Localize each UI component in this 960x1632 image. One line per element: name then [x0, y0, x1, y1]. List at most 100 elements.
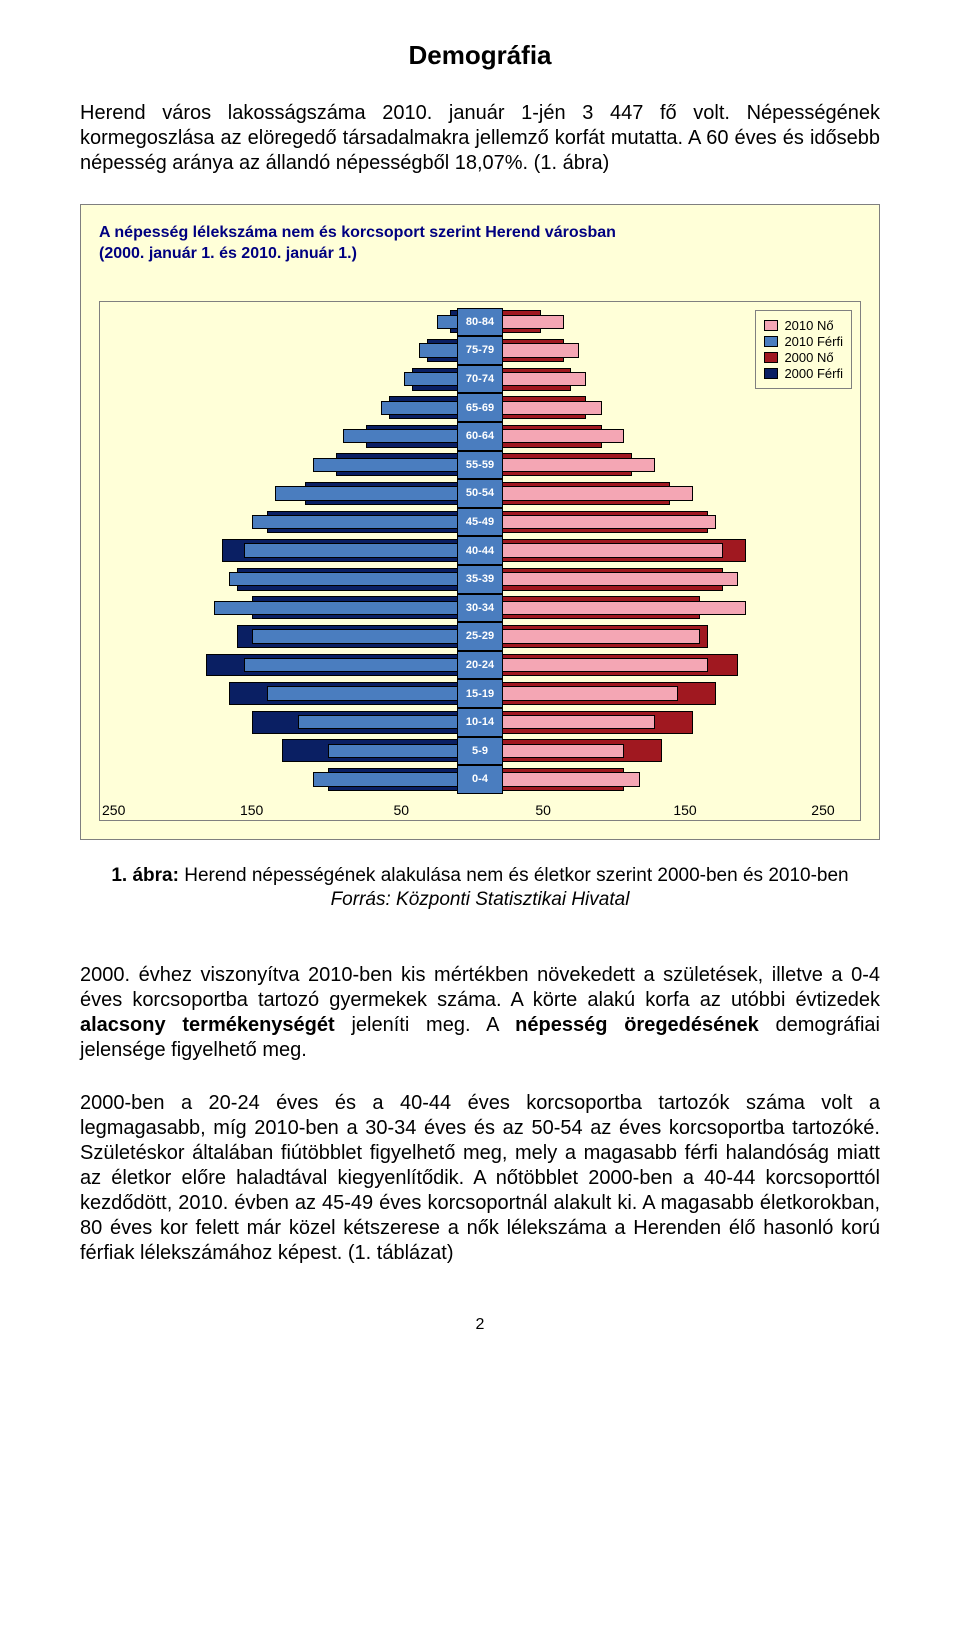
legend-item: 2000 Nő — [764, 350, 843, 365]
male-side — [100, 451, 480, 480]
x-tick: 250 — [811, 802, 834, 818]
male-side — [100, 765, 480, 794]
bar-female-2010 — [480, 601, 746, 615]
legend-swatch — [764, 320, 778, 331]
male-side — [100, 308, 480, 337]
bar-male-2010 — [252, 629, 480, 643]
female-side — [480, 737, 860, 766]
bar-female-2010 — [480, 515, 716, 529]
intro-paragraph: Herend város lakosságszáma 2010. január … — [80, 101, 880, 176]
legend-swatch — [764, 368, 778, 379]
page-title: Demográfia — [80, 40, 880, 71]
male-side — [100, 508, 480, 537]
male-side — [100, 479, 480, 508]
caption-source: Forrás: Központi Statisztikai Hivatal — [80, 888, 880, 913]
bar-female-2010 — [480, 486, 693, 500]
male-side — [100, 737, 480, 766]
age-label: 30-34 — [457, 594, 503, 623]
female-side — [480, 508, 860, 537]
bar-female-2010 — [480, 543, 723, 557]
male-side — [100, 422, 480, 451]
female-side — [480, 479, 860, 508]
bar-female-2010 — [480, 458, 655, 472]
male-side — [100, 679, 480, 708]
bar-male-2010 — [267, 686, 480, 700]
chart-area: 2010 Nő2010 Férfi2000 Nő2000 Férfi 80-84… — [99, 301, 861, 821]
para2-part1: 2000. évhez viszonyítva 2010-ben kis mér… — [80, 964, 880, 1011]
legend-item: 2010 Férfi — [764, 334, 843, 349]
female-side — [480, 422, 860, 451]
age-group-labels: 80-8475-7970-7465-6960-6455-5950-5445-49… — [457, 308, 503, 794]
bar-male-2010 — [275, 486, 480, 500]
bar-female-2010 — [480, 658, 708, 672]
para2-part2: jeleníti meg. A — [335, 1014, 515, 1036]
para2-bold1: alacsony termékenységét — [80, 1014, 335, 1036]
legend-item: 2010 Nő — [764, 318, 843, 333]
bar-female-2010 — [480, 629, 700, 643]
female-side — [480, 765, 860, 794]
bar-male-2010 — [244, 658, 480, 672]
x-axis: 250 150 50 50 150 250 — [100, 802, 860, 818]
bar-male-2010 — [252, 515, 480, 529]
legend-label: 2000 Nő — [784, 350, 833, 365]
male-side — [100, 708, 480, 737]
bar-male-2010 — [214, 601, 480, 615]
age-label: 45-49 — [457, 508, 503, 537]
bar-male-2010 — [244, 543, 480, 557]
female-side — [480, 594, 860, 623]
bar-male-2010 — [298, 715, 480, 729]
paragraph-3: 2000-ben a 20-24 éves és a 40-44 éves ko… — [80, 1091, 880, 1266]
male-side — [100, 365, 480, 394]
figure-caption: 1. ábra: Herend népességének alakulása n… — [80, 864, 880, 913]
para2-bold2: népesség öregedésének — [515, 1014, 759, 1036]
age-label: 40-44 — [457, 536, 503, 565]
legend-swatch — [764, 352, 778, 363]
legend-label: 2010 Férfi — [784, 334, 843, 349]
bar-female-2010 — [480, 686, 678, 700]
legend-label: 2010 Nő — [784, 318, 833, 333]
x-tick: 150 — [240, 802, 263, 818]
bar-male-2010 — [229, 572, 480, 586]
male-side — [100, 536, 480, 565]
caption-prefix: 1. ábra: — [111, 865, 179, 886]
x-tick: 250 — [102, 802, 125, 818]
age-label: 55-59 — [457, 451, 503, 480]
male-side — [100, 594, 480, 623]
age-label: 15-19 — [457, 679, 503, 708]
age-label: 10-14 — [457, 708, 503, 737]
paragraph-2: 2000. évhez viszonyítva 2010-ben kis mér… — [80, 963, 880, 1063]
bar-male-2010 — [313, 772, 480, 786]
age-label: 5-9 — [457, 737, 503, 766]
age-label: 35-39 — [457, 565, 503, 594]
female-side — [480, 536, 860, 565]
age-label: 60-64 — [457, 422, 503, 451]
chart-title: A népesség lélekszáma nem és korcsoport … — [99, 223, 861, 265]
age-label: 20-24 — [457, 651, 503, 680]
female-side — [480, 708, 860, 737]
female-side — [480, 679, 860, 708]
age-label: 75-79 — [457, 336, 503, 365]
male-side — [100, 622, 480, 651]
female-side — [480, 651, 860, 680]
female-side — [480, 393, 860, 422]
chart-legend: 2010 Nő2010 Férfi2000 Nő2000 Férfi — [755, 310, 852, 389]
age-label: 25-29 — [457, 622, 503, 651]
age-label: 50-54 — [457, 479, 503, 508]
x-tick: 50 — [535, 802, 551, 818]
x-tick: 150 — [673, 802, 696, 818]
female-side — [480, 451, 860, 480]
bar-female-2010 — [480, 715, 655, 729]
x-tick: 50 — [393, 802, 409, 818]
male-side — [100, 565, 480, 594]
page-number: 2 — [80, 1316, 880, 1334]
legend-item: 2000 Férfi — [764, 366, 843, 381]
population-pyramid-panel: A népesség lélekszáma nem és korcsoport … — [80, 204, 880, 840]
female-side — [480, 565, 860, 594]
legend-label: 2000 Férfi — [784, 366, 843, 381]
caption-text: Herend népességének alakulása nem és éle… — [179, 865, 849, 886]
bar-male-2010 — [313, 458, 480, 472]
document-page: Demográfia Herend város lakosságszáma 20… — [0, 0, 960, 1394]
legend-swatch — [764, 336, 778, 347]
bar-female-2010 — [480, 772, 640, 786]
age-label: 70-74 — [457, 365, 503, 394]
